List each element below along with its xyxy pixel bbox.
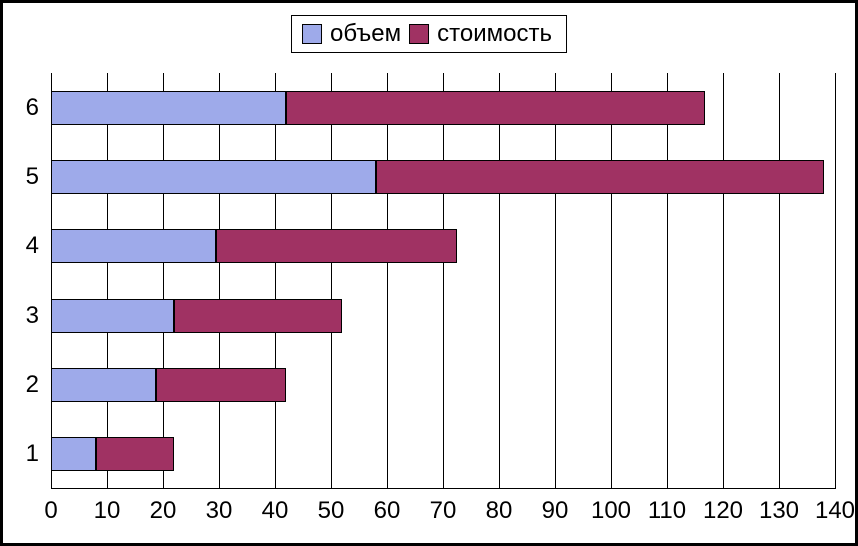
x-tick-label: 50: [318, 497, 345, 525]
x-tick-label: 80: [486, 497, 513, 525]
x-tick-label: 10: [94, 497, 121, 525]
x-tick-label: 0: [44, 497, 57, 525]
bar-cost: [96, 437, 174, 471]
gridline-x: [331, 73, 332, 489]
gridline-x: [219, 73, 220, 489]
bar-cost: [216, 229, 457, 263]
x-tick-label: 40: [262, 497, 289, 525]
gridline-x: [499, 73, 500, 489]
x-tick-label: 100: [591, 497, 631, 525]
bar-volume: [51, 160, 376, 194]
x-tick-label: 130: [759, 497, 799, 525]
legend-swatch-cost: [409, 24, 429, 44]
y-tick-label: 1: [26, 440, 39, 468]
plot-area: 0102030405060708090100110120130140123456: [51, 73, 835, 489]
x-tick-label: 110: [648, 497, 686, 525]
x-tick-label: 90: [542, 497, 569, 525]
legend: объем стоимость: [291, 15, 567, 53]
y-tick-label: 5: [26, 163, 39, 191]
bar-volume: [51, 437, 96, 471]
chart-frame: объем стоимость 010203040506070809010011…: [0, 0, 858, 546]
gridline-x: [723, 73, 724, 489]
legend-swatch-volume: [302, 24, 322, 44]
legend-label-cost: стоимость: [437, 20, 552, 48]
y-tick-label: 3: [26, 302, 39, 330]
x-tick-label: 30: [206, 497, 233, 525]
gridline-x: [443, 73, 444, 489]
bar-volume: [51, 368, 156, 402]
gridline-x: [779, 73, 780, 489]
y-tick-label: 6: [26, 94, 39, 122]
y-tick-label: 4: [26, 232, 39, 260]
bar-cost: [286, 91, 705, 125]
bar-volume: [51, 229, 216, 263]
y-tick-label: 2: [26, 371, 39, 399]
gridline-x: [667, 73, 668, 489]
x-tick-label: 140: [815, 497, 855, 525]
x-tick-label: 60: [374, 497, 401, 525]
gridline-x: [387, 73, 388, 489]
x-tick-label: 20: [150, 497, 177, 525]
gridline-x: [51, 73, 52, 489]
legend-label-volume: объем: [330, 20, 401, 48]
gridline-x: [163, 73, 164, 489]
gridline-x: [275, 73, 276, 489]
gridline-x: [611, 73, 612, 489]
bar-volume: [51, 91, 286, 125]
gridline-x: [835, 73, 836, 489]
gridline-x: [107, 73, 108, 489]
bar-cost: [156, 368, 286, 402]
bar-volume: [51, 299, 174, 333]
gridline-x: [555, 73, 556, 489]
bar-cost: [376, 160, 824, 194]
x-tick-label: 70: [430, 497, 457, 525]
x-tick-label: 120: [703, 497, 743, 525]
bar-cost: [174, 299, 342, 333]
